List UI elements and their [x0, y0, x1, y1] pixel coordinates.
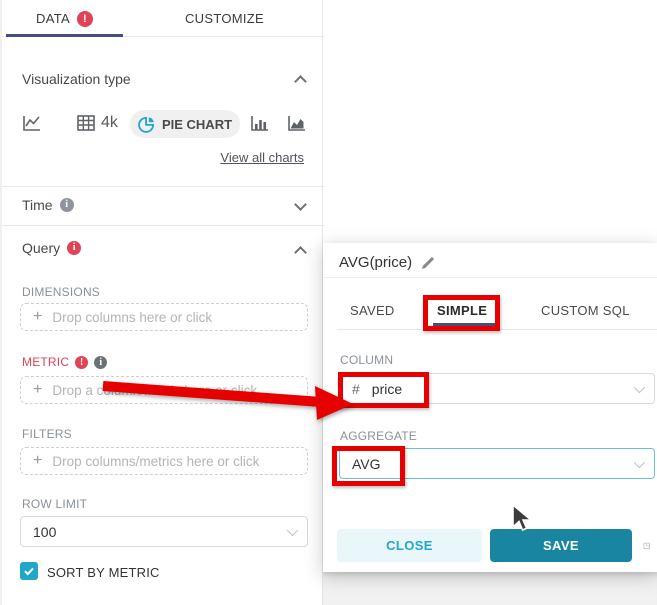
error-info-icon: i [67, 241, 82, 255]
dropdown-chevron-icon [633, 456, 646, 468]
row-limit-select[interactable]: 100 [20, 516, 308, 547]
area-chart-icon[interactable] [287, 113, 307, 138]
metric-label: METRIC [22, 355, 70, 369]
filters-placeholder: Drop columns/metrics here or click [52, 453, 260, 469]
info-icon: i [59, 198, 74, 212]
active-tab-underline [6, 34, 123, 37]
aggregate-value: AVG [352, 455, 381, 472]
popover-title: AVG(price) [339, 254, 413, 271]
section-divider [2, 225, 325, 226]
tab-customize[interactable]: CUSTOMIZE [127, 0, 322, 37]
panel-tab-bar: DATA ! CUSTOMIZE [2, 0, 325, 37]
time-section-title: Time [22, 197, 53, 213]
query-section-title: Query [22, 240, 61, 256]
edit-pencil-icon[interactable] [421, 256, 435, 270]
annotation-box-column [338, 372, 429, 408]
dimensions-dropzone[interactable]: + Drop columns here or click [20, 303, 308, 331]
column-value: price [371, 380, 403, 397]
table-icon[interactable] [76, 113, 96, 138]
pie-chart-selected-button[interactable]: PIE CHART [130, 110, 240, 138]
bar-chart-icon[interactable] [250, 113, 270, 138]
filters-label: FILTERS [22, 427, 72, 441]
view-all-charts-link[interactable]: View all charts [220, 150, 304, 165]
aggregate-label: AGGREGATE [340, 429, 417, 443]
error-badge-icon: ! [76, 10, 93, 27]
sort-by-metric-checkbox[interactable] [20, 562, 38, 580]
tab-data[interactable]: DATA ! [2, 0, 127, 37]
canvas-background [323, 572, 657, 605]
chevron-down-icon[interactable] [294, 198, 307, 211]
plus-icon: + [33, 381, 43, 398]
check-icon [24, 567, 34, 576]
save-button[interactable]: SAVE [490, 529, 632, 562]
metric-placeholder: Drop a column/metric here or click [52, 382, 258, 398]
tab-data-label: DATA [36, 11, 70, 26]
popover-active-tab-underline [433, 323, 497, 326]
chart-data-panel: DATA ! CUSTOMIZE Visualization type 4k P… [0, 0, 325, 605]
numeric-type-icon: # [352, 380, 360, 397]
chevron-up-icon[interactable] [294, 75, 307, 88]
metric-error-icon: ! [75, 355, 89, 369]
metric-info-icon: i [94, 355, 108, 369]
section-divider [2, 186, 325, 187]
aggregate-select[interactable]: AVG [339, 448, 655, 479]
metric-dropzone[interactable]: + Drop a column/metric here or click [20, 376, 308, 404]
viz-type-title: Visualization type [22, 71, 131, 87]
pie-chart-label: PIE CHART [161, 116, 233, 132]
dimensions-placeholder: Drop columns here or click [52, 309, 213, 325]
plus-icon: + [33, 452, 43, 469]
line-chart-icon[interactable] [22, 113, 42, 138]
dimensions-label: DIMENSIONS [22, 285, 101, 299]
tab-customize-label: CUSTOMIZE [184, 11, 265, 26]
popover-header-divider [323, 277, 657, 278]
popover-tab-custom-sql[interactable]: CUSTOM SQL [541, 303, 630, 318]
big-number-icon[interactable]: 4k [101, 114, 118, 131]
annotation-box-aggregate [332, 446, 405, 486]
row-limit-value: 100 [33, 523, 57, 540]
popover-tab-simple[interactable]: SIMPLE [437, 303, 488, 318]
plus-icon: + [33, 308, 43, 325]
chevron-up-icon[interactable] [294, 246, 307, 259]
annotation-box-simple-tab [423, 295, 500, 331]
dropdown-chevron-icon [286, 524, 299, 536]
close-button[interactable]: CLOSE [337, 529, 482, 562]
resize-handle-icon[interactable]: ◳ [643, 541, 651, 550]
popover-tab-saved[interactable]: SAVED [350, 303, 395, 318]
column-label: COLUMN [340, 353, 394, 367]
row-limit-label: ROW LIMIT [22, 497, 88, 511]
sort-by-metric-label: SORT BY METRIC [47, 565, 160, 580]
pie-chart-icon [138, 115, 156, 133]
dropdown-chevron-icon [633, 381, 646, 393]
filters-dropzone[interactable]: + Drop columns/metrics here or click [20, 447, 308, 475]
